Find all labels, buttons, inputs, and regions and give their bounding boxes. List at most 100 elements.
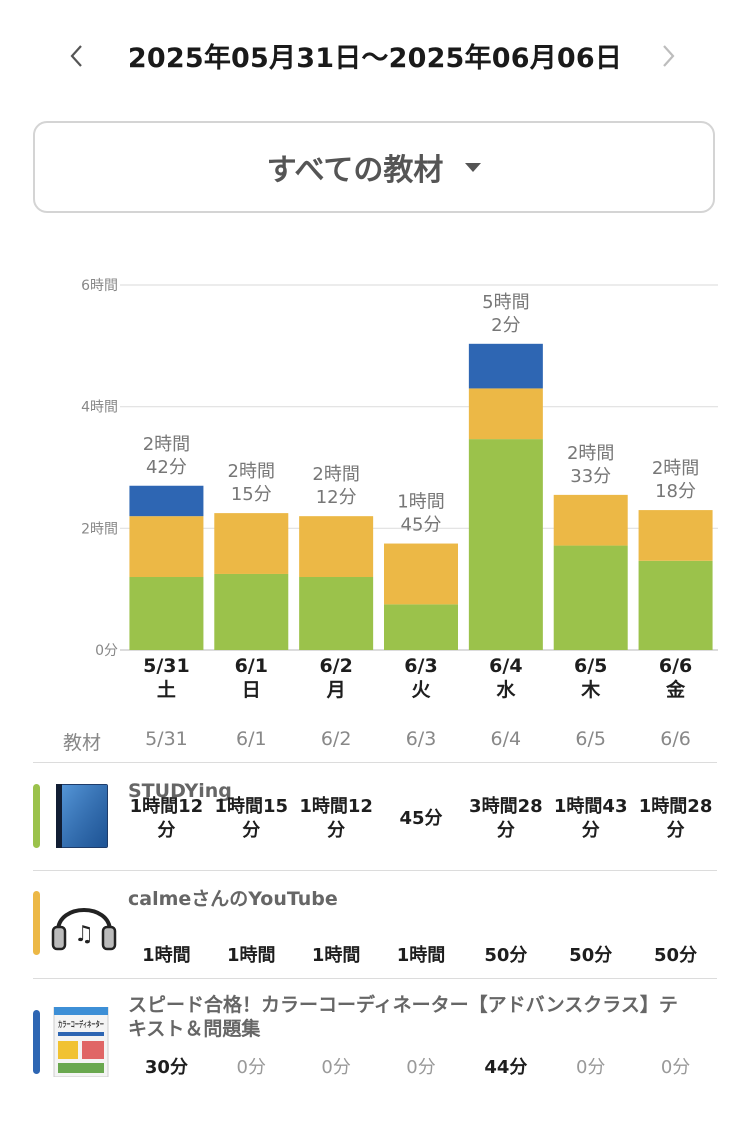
bar-segment-youtube xyxy=(384,543,458,605)
time-cell: 0分 xyxy=(321,1057,351,1078)
table-header-date: 6/4 xyxy=(490,728,522,750)
bar-segment-youtube xyxy=(553,494,628,546)
y-tick-label: 2時間 xyxy=(81,521,118,537)
x-weekday-label: 土 xyxy=(157,679,176,701)
date-header: 2025年05月31日〜2025年06月06日 xyxy=(0,0,750,110)
bar-total-label: 45分 xyxy=(401,515,442,536)
time-cell: 3時間28 分 xyxy=(469,796,543,841)
bar-total-label: 15分 xyxy=(231,484,272,505)
bar-segment-studying xyxy=(553,545,628,650)
material-color-bar xyxy=(33,784,40,848)
table-header-label: 教材 xyxy=(62,732,101,754)
chevron-left-icon xyxy=(70,45,82,67)
x-weekday-label: 月 xyxy=(326,679,346,701)
bar-total-label: 1時間 xyxy=(397,492,444,513)
next-week-button[interactable] xyxy=(654,36,684,76)
bar-segment-studying xyxy=(129,577,204,650)
time-cell: 1時間43 分 xyxy=(553,796,628,841)
time-cell: 0分 xyxy=(660,1057,691,1078)
svg-text:♫: ♫ xyxy=(74,922,94,947)
time-cell: 0分 xyxy=(575,1057,606,1078)
table-header-date: 5/31 xyxy=(145,728,188,750)
bar-total-label: 2分 xyxy=(491,315,520,336)
time-cell: 50分 xyxy=(654,945,698,966)
x-weekday-label: 金 xyxy=(665,678,686,701)
bar-segment-youtube xyxy=(638,510,713,561)
bar-segment-studying xyxy=(214,573,289,650)
bar-total-label: 2時間 xyxy=(312,464,359,485)
table-header: 教材 5/31 6/1 6/2 6/3 6/4 6/5 6/6 xyxy=(0,720,750,760)
caret-down-icon xyxy=(465,162,482,172)
time-cell: 50分 xyxy=(569,945,613,966)
bar-segment-youtube xyxy=(468,388,543,440)
bar-segment-youtube xyxy=(299,516,374,577)
x-tick-label: 6/2 xyxy=(319,655,352,677)
x-tick-label: 6/5 xyxy=(574,655,607,677)
time-cell: 0分 xyxy=(236,1057,266,1078)
material-selector-label: すべての教材 xyxy=(266,153,444,188)
bar-total-label: 33分 xyxy=(570,466,611,487)
prev-week-button[interactable] xyxy=(62,36,92,76)
cover-title: カラーコーディネーター xyxy=(58,1019,104,1029)
x-tick-label: 6/3 xyxy=(404,655,437,677)
x-tick-label: 6/4 xyxy=(489,655,522,677)
time-cell: 45分 xyxy=(399,808,443,829)
material-name-line: キスト＆問題集 xyxy=(128,1018,261,1040)
bar-total-label: 12分 xyxy=(316,487,357,508)
bar-segment-youtube xyxy=(214,513,289,574)
stacked-bar-chart: 0分2時間4時間6時間2時間42分5/31土2時間15分6/1日2時間12分6/… xyxy=(81,278,718,701)
bar-segment-studying xyxy=(468,439,543,650)
table-header-date: 6/6 xyxy=(660,728,691,750)
material-name: STUDYing xyxy=(128,780,232,802)
divider xyxy=(33,762,717,763)
material-name: スピード合格！カラーコーディネーター【アドバンスクラス】テ キスト＆問題集 xyxy=(128,993,718,1041)
bar-segment-youtube xyxy=(129,516,204,577)
x-weekday-label: 火 xyxy=(411,679,431,701)
bar-total-label: 42分 xyxy=(146,457,187,478)
x-tick-label: 6/6 xyxy=(659,655,692,677)
bar-total-label: 5時間 xyxy=(482,292,529,313)
x-tick-label: 5/31 xyxy=(143,655,190,677)
material-name: calmeさんのYouTube xyxy=(128,888,338,910)
time-cell: 0分 xyxy=(406,1057,436,1078)
time-cell: 1時間15 分 xyxy=(214,796,289,841)
bar-segment-studying xyxy=(638,560,713,650)
x-tick-label: 6/1 xyxy=(235,655,268,677)
bar-segment-studying xyxy=(299,577,374,650)
divider xyxy=(33,870,717,871)
table-header-date: 6/3 xyxy=(405,728,437,750)
material-row-youtube[interactable]: ♫ calmeさんのYouTube 1時間 1時間 1時間 1時間 50分 50分 50分 xyxy=(0,871,750,978)
date-range: 2025年05月31日〜2025年06月06日 xyxy=(127,43,623,74)
material-selector[interactable]: すべての教材 xyxy=(33,121,715,213)
material-row-textbook[interactable]: カラーコーディネーター スピード合格！カラーコーディネーター【アドバンスクラス】… xyxy=(0,979,750,1099)
material-name-line: スピード合格！カラーコーディネーター【アドバンスクラス】テ xyxy=(128,994,678,1016)
table-header-date: 6/1 xyxy=(235,728,267,750)
table-header-date: 6/2 xyxy=(320,728,352,750)
time-cell: 50分 xyxy=(484,945,528,966)
table-header-date: 6/5 xyxy=(575,728,606,750)
bar-total-label: 2時間 xyxy=(228,461,275,482)
bar-total-label: 2時間 xyxy=(652,458,699,479)
material-color-bar xyxy=(33,1010,40,1074)
x-weekday-label: 日 xyxy=(242,679,261,701)
time-cell: 1時間28 分 xyxy=(638,796,713,841)
bar-segment-textbook xyxy=(468,343,543,389)
time-cell: 1時間12 分 xyxy=(299,796,373,841)
y-tick-label: 0分 xyxy=(95,643,118,659)
x-weekday-label: 水 xyxy=(496,679,516,701)
blue-book-icon xyxy=(56,784,108,848)
material-color-bar xyxy=(33,891,40,955)
bar-segment-textbook xyxy=(129,485,204,517)
y-tick-label: 6時間 xyxy=(81,278,118,294)
time-cell: 1時間 xyxy=(396,945,446,966)
material-row-studying[interactable]: STUDYing 1時間12 分 1時間15 分 1時間12 分 45分 3時間28 分 1時間4… xyxy=(0,763,750,870)
textbook-cover-icon: カラーコーディネーター xyxy=(53,1007,109,1077)
time-cell: 30分 xyxy=(144,1057,188,1078)
time-cell: 1時間 xyxy=(227,945,276,966)
x-weekday-label: 木 xyxy=(580,678,601,701)
y-tick-label: 4時間 xyxy=(81,400,118,416)
bar-total-label: 2時間 xyxy=(567,443,614,464)
time-cell: 1時間 xyxy=(311,945,361,966)
bar-total-label: 2時間 xyxy=(143,434,190,455)
time-cell: 1時間 xyxy=(142,945,191,966)
